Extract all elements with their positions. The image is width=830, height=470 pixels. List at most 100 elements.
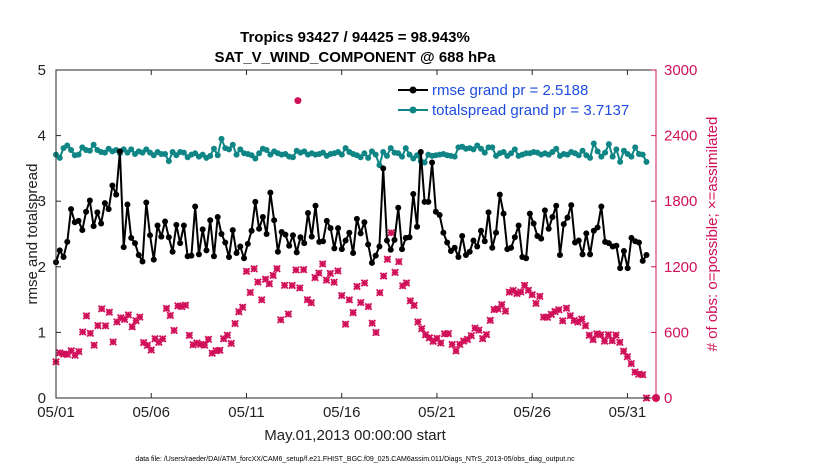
totalspread-point: [338, 151, 345, 158]
rmse-point: [500, 210, 507, 217]
rmse-point: [541, 207, 548, 214]
obs-assimilated-marker: [185, 331, 194, 340]
totalspread-point: [590, 140, 597, 147]
rmse-point: [86, 197, 93, 204]
rmse-point: [564, 214, 571, 221]
totalspread-point: [64, 142, 71, 149]
rmse-point: [481, 238, 488, 245]
obs-assimilated-marker: [90, 341, 98, 350]
rmse-point: [68, 206, 75, 213]
obs-assimilated-marker: [135, 313, 144, 321]
rmse-point: [346, 229, 353, 236]
legend-box: [393, 78, 651, 120]
rmse-point: [399, 246, 406, 253]
rmse-point: [444, 239, 451, 246]
rmse-point: [214, 213, 221, 220]
obs-assimilated-marker: [269, 271, 277, 280]
rmse-point: [523, 255, 530, 262]
rmse-point: [368, 259, 375, 266]
rmse-point: [274, 248, 281, 255]
obs-assimilated-marker: [535, 292, 544, 301]
totalspread-point: [101, 149, 108, 156]
totalspread-point: [481, 149, 488, 156]
obs-assimilated-marker: [372, 328, 380, 337]
obs-assimilated-marker: [265, 279, 274, 288]
rmse-point: [579, 251, 586, 258]
rmse-point: [120, 244, 127, 251]
rmse-point: [210, 253, 217, 260]
rmse-point: [113, 191, 120, 198]
rmse-point: [162, 218, 169, 225]
rmse-point: [342, 237, 349, 244]
chart-title-line1: Tropics 93427 / 94425 = 98.943%: [240, 29, 470, 46]
x-tick-label: 05/01: [37, 404, 75, 421]
totalspread-point: [162, 150, 169, 157]
obs-assimilated-marker: [448, 340, 457, 349]
y-right-tick-label: 3000: [664, 62, 697, 79]
totalspread-point: [233, 151, 240, 158]
rmse-point: [177, 240, 184, 247]
rmse-point: [180, 222, 187, 229]
totalspread-point: [628, 153, 635, 160]
totalspread-point: [500, 149, 507, 155]
rmse-point: [237, 243, 244, 250]
totalspread-point: [372, 151, 379, 158]
obs-assimilated-marker: [97, 304, 106, 313]
obs-assimilated-marker: [391, 268, 399, 277]
rmse-point: [598, 203, 605, 210]
obs-assimilated-marker: [261, 275, 270, 284]
y-right-tick-label: 1200: [664, 259, 697, 276]
rmse-point: [643, 251, 650, 258]
y-axis-left-label: rmse and totalspread: [24, 164, 41, 305]
obs-assimilated-marker: [147, 346, 156, 354]
rmse-point: [131, 240, 138, 247]
totalspread-point: [128, 146, 135, 153]
rmse-point: [429, 159, 436, 166]
totalspread-point: [477, 145, 484, 152]
rmse-point: [485, 209, 492, 216]
obs-assimilated-marker: [242, 267, 251, 276]
totalspread-point: [406, 151, 413, 158]
rmse-point: [466, 248, 473, 255]
obs-assimilated-marker: [615, 338, 624, 347]
obs-assimilated-marker: [181, 301, 190, 310]
rmse-point: [293, 249, 300, 256]
chart-title-line2: SAT_V_WIND_COMPONENT @ 688 hPa: [214, 49, 496, 66]
rmse-point: [116, 148, 123, 155]
rmse-point: [553, 202, 560, 209]
obs-assimilated-marker: [86, 329, 95, 338]
rmse-point: [263, 231, 270, 237]
totalspread-point: [218, 135, 225, 142]
obs-assimilated-marker: [452, 347, 460, 355]
obs-assimilated-marker: [619, 347, 628, 356]
rmse-point: [477, 227, 484, 234]
totalspread-point: [605, 141, 612, 148]
obs-assimilated-marker: [238, 303, 247, 312]
lines-layer: [53, 135, 650, 272]
rmse-point: [568, 202, 575, 209]
obs-assimilated-marker: [254, 278, 262, 286]
obs-assimilated-marker: [410, 301, 418, 310]
obs-assimilated-marker: [558, 316, 567, 325]
totalspread-point: [252, 155, 259, 162]
obs-assimilated-marker: [562, 304, 571, 313]
obs-assimilated-marker: [227, 339, 236, 348]
rmse-point: [545, 225, 552, 232]
y-left-tick-label: 5: [38, 62, 46, 79]
rmse-point: [252, 198, 259, 205]
obs-assimilated-marker: [295, 284, 304, 292]
rmse-point: [470, 237, 477, 244]
obs-assimilated-marker: [330, 278, 338, 287]
rmse-point: [105, 206, 112, 213]
rmse-point: [207, 217, 214, 224]
totalspread-point: [632, 144, 639, 151]
totalspread-point: [511, 146, 518, 153]
data-file-footer: data file: /Users/raeder/DAI/ATM_forcXX/…: [135, 456, 575, 463]
obs-assimilated-marker: [200, 341, 209, 350]
rmse-point: [594, 224, 601, 231]
rmse-point: [248, 227, 255, 234]
totalspread-point: [553, 145, 560, 152]
legend-rmse-marker: [409, 86, 417, 94]
x-tick-label: 05/16: [323, 404, 361, 421]
